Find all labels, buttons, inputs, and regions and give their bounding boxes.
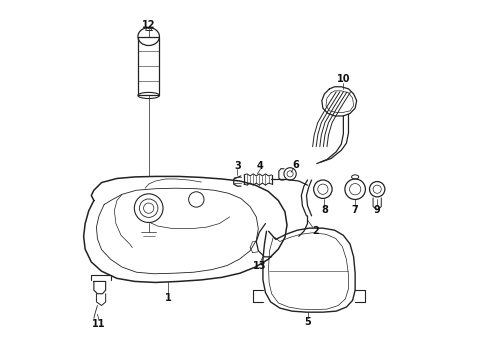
Text: 10: 10 <box>337 73 350 84</box>
Text: 12: 12 <box>142 20 155 30</box>
Text: 1: 1 <box>165 293 172 303</box>
Text: 8: 8 <box>321 205 328 215</box>
Text: 4: 4 <box>257 161 264 171</box>
Text: 6: 6 <box>293 159 299 170</box>
Text: 11: 11 <box>92 319 106 329</box>
Text: 5: 5 <box>304 318 311 327</box>
Text: 7: 7 <box>352 205 359 215</box>
Text: 9: 9 <box>374 205 381 215</box>
Text: 2: 2 <box>312 226 319 236</box>
Bar <box>138 37 159 95</box>
Text: 13: 13 <box>252 261 266 271</box>
Text: 3: 3 <box>234 161 241 171</box>
